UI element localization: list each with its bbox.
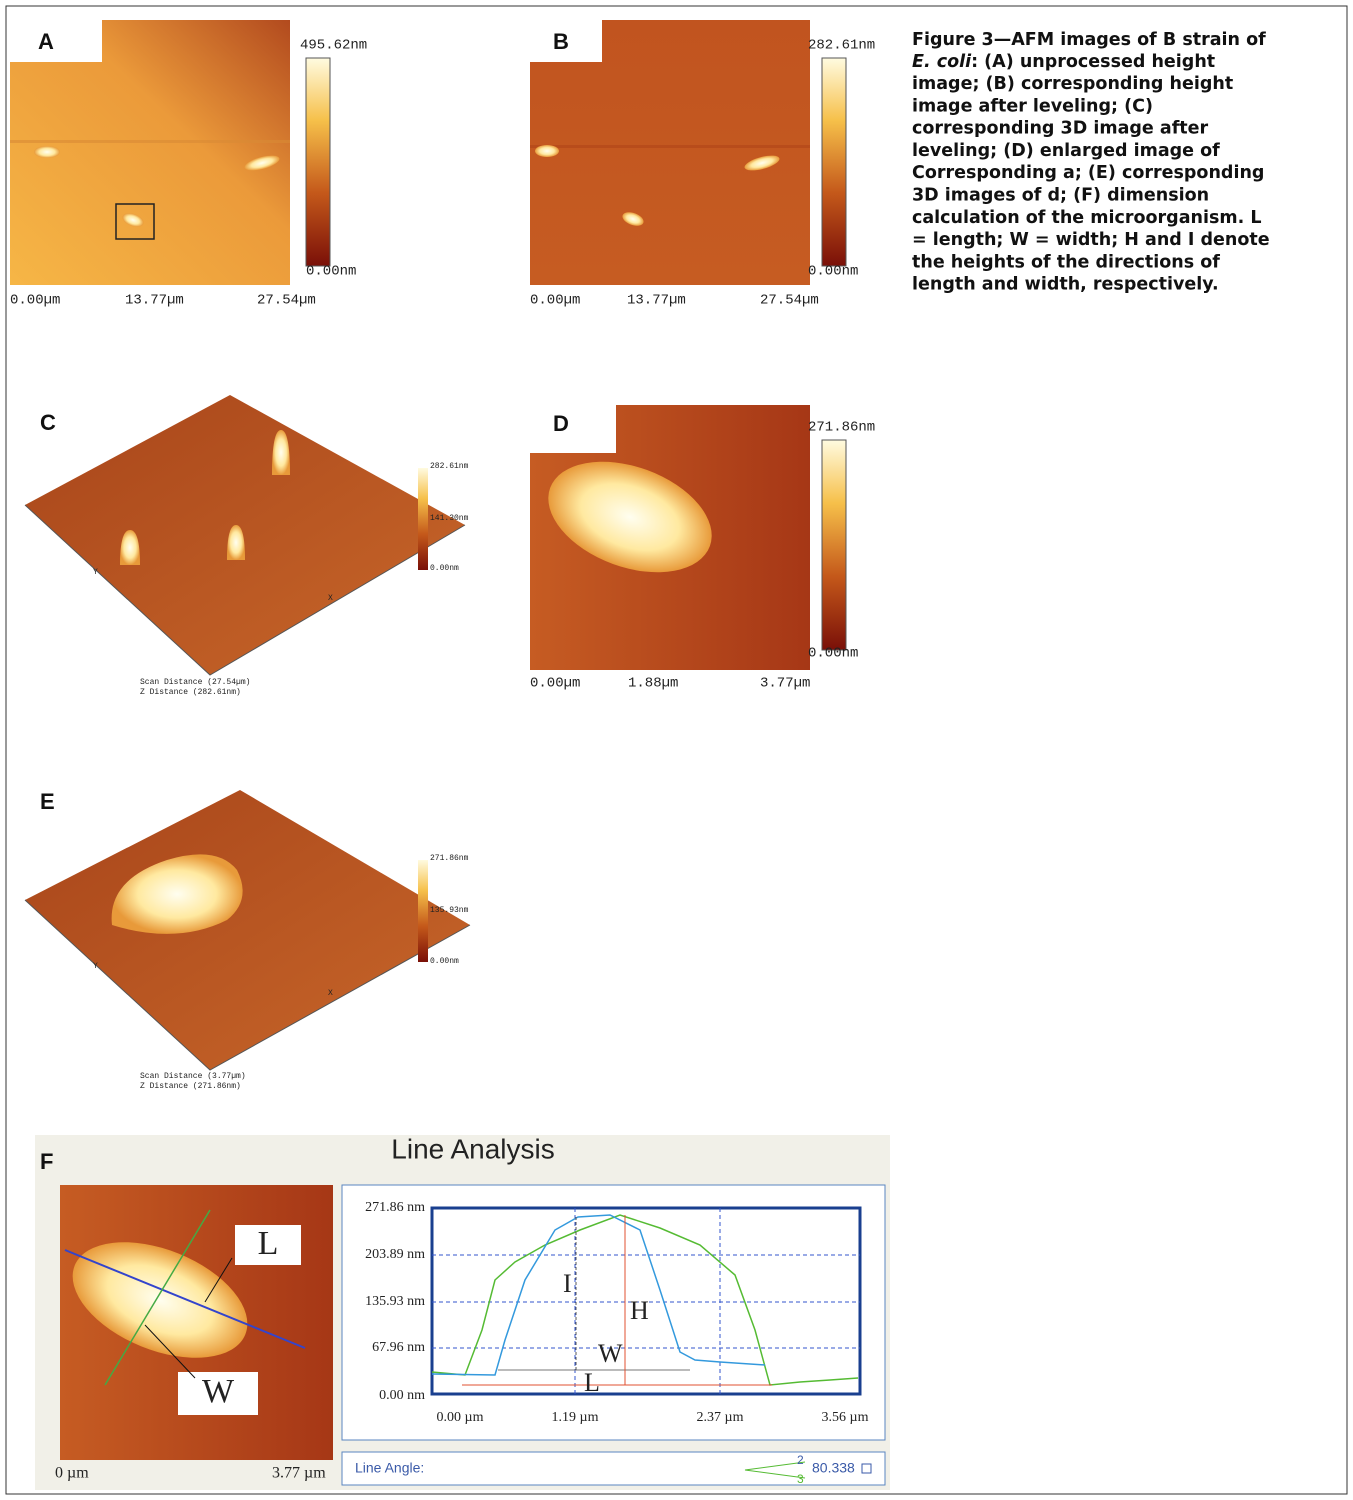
axis-label: Y (93, 962, 98, 971)
length-label: L (258, 1225, 279, 1262)
caption-line: length and width, respectively. (912, 275, 1219, 295)
scan-line (10, 140, 290, 143)
y-label: 271.86 nm (365, 1200, 425, 1215)
caption-line: leveling; (D) enlarged image of (912, 141, 1220, 161)
x-label: 0.00µm (530, 676, 580, 692)
caption-text: : (A) unprocessed height (971, 52, 1215, 72)
axis-label: X (328, 594, 333, 603)
x-label: 0.00 µm (437, 1410, 484, 1425)
x-label: 0.00µm (10, 293, 60, 309)
scale-label: 135.93nm (430, 906, 469, 915)
x-label: 27.54µm (257, 293, 316, 309)
scale-label: 271.86nm (430, 854, 469, 863)
angle-marker: 2 (797, 1453, 804, 1467)
scale-label: 0.00nm (430, 957, 459, 966)
scale-label: 0.00nm (430, 564, 459, 573)
x-label: 13.77µm (627, 293, 686, 309)
caption-line: calculation of the microorganism. L (912, 208, 1262, 228)
axis-label: X (328, 989, 333, 998)
y-label: 203.89 nm (365, 1247, 425, 1262)
y-label: 135.93 nm (365, 1294, 425, 1309)
caption-line: the heights of the directions of (912, 252, 1220, 272)
label-box (530, 405, 616, 453)
color-bar (306, 58, 330, 266)
angle-marker: 3 (797, 1472, 804, 1486)
profile-label: H (630, 1296, 649, 1325)
caption-line: image; (B) corresponding height (912, 74, 1233, 94)
x-label: 1.19 µm (552, 1410, 599, 1425)
scale-max: 495.62nm (300, 38, 367, 54)
caption-line: Corresponding a; (E) corresponding (912, 163, 1264, 183)
color-bar (822, 58, 846, 266)
bacterium (34, 146, 60, 158)
x-label: 3.56 µm (822, 1410, 869, 1425)
profile-label: I (563, 1269, 572, 1298)
panel-label: B (553, 29, 569, 54)
scale-label: 282.61nm (430, 462, 469, 471)
x-label: 3.77µm (760, 676, 810, 692)
bacterium (535, 145, 559, 157)
x-label: 2.37 µm (697, 1410, 744, 1425)
x-label: 0.00µm (530, 293, 580, 309)
scan-distance: Scan Distance (27.54µm) (140, 678, 250, 687)
caption-line: Figure 3—AFM images of B strain of (912, 30, 1266, 50)
scale-min: 0.00nm (808, 264, 858, 280)
figure: A 495.62nm 0.00nm 0.00µm 13.77µm 27.54µm… (0, 0, 1353, 1500)
scale-max: 282.61nm (808, 38, 875, 54)
color-bar (822, 440, 846, 650)
panel-label: A (38, 29, 54, 54)
label-box (10, 20, 102, 62)
scale-label: 141.30nm (430, 514, 469, 523)
y-label: 67.96 nm (372, 1340, 425, 1355)
panel-label: F (40, 1149, 53, 1174)
color-bar (418, 468, 428, 570)
z-distance: Z Distance (282.61nm) (140, 688, 241, 697)
x-label: 13.77µm (125, 293, 184, 309)
panel-label: C (40, 410, 56, 435)
caption-line: = length; W = width; H and I denote (912, 230, 1270, 250)
x-label: 27.54µm (760, 293, 819, 309)
profile-label: L (584, 1368, 600, 1397)
species: E. coli (912, 52, 972, 72)
x-label: 1.88µm (628, 676, 678, 692)
panel-label: E (40, 789, 55, 814)
axis-label: Y (93, 568, 98, 577)
color-bar (418, 860, 428, 962)
caption-line: E. coli: (A) unprocessed height (912, 52, 1215, 72)
scale-min: 0.00nm (306, 264, 356, 280)
panel-title: Line Analysis (391, 1133, 554, 1164)
z-distance: Z Distance (271.86nm) (140, 1082, 241, 1091)
caption-line: corresponding 3D image after (912, 119, 1209, 139)
line-angle-value: 80.338 (812, 1460, 855, 1476)
caption-line: image after leveling; (C) (912, 96, 1153, 116)
x-label: 0 µm (55, 1465, 89, 1482)
caption-line: 3D images of d; (F) dimension (912, 186, 1209, 206)
panel-label: D (553, 411, 569, 436)
scan-line (530, 145, 810, 148)
profile-label: W (598, 1339, 623, 1368)
scale-min: 0.00nm (808, 646, 858, 662)
line-angle-label: Line Angle: (355, 1460, 424, 1476)
x-label: 3.77 µm (272, 1465, 326, 1482)
y-label: 0.00 nm (379, 1388, 425, 1403)
scale-max: 271.86nm (808, 420, 875, 436)
scan-distance: Scan Distance (3.77µm) (140, 1072, 246, 1081)
width-label: W (202, 1373, 235, 1410)
